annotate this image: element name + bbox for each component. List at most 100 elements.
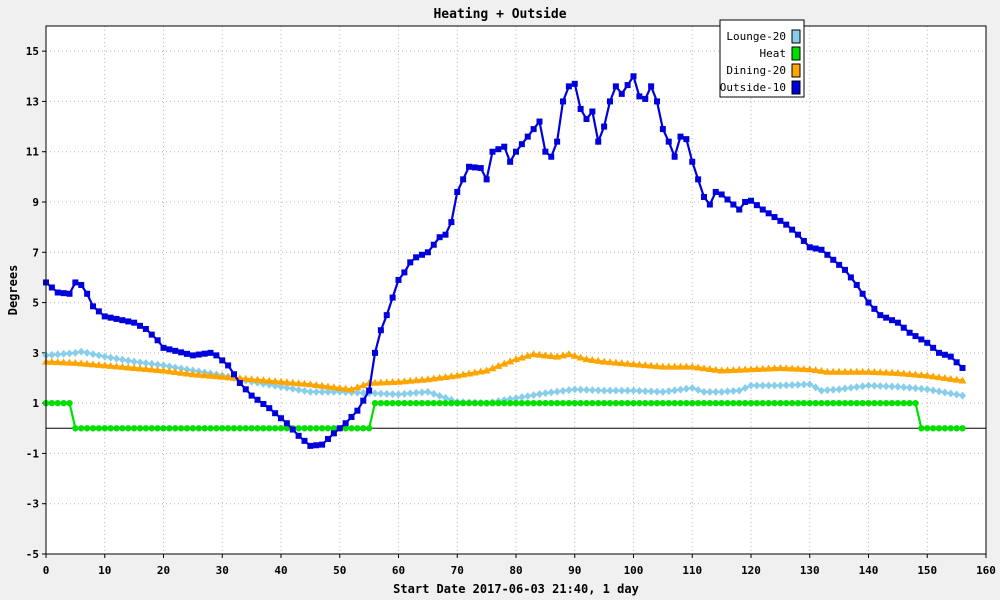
legend-swatch-heat	[791, 46, 801, 61]
data-point-lounge-20	[389, 390, 397, 399]
data-point-dining-20	[282, 378, 291, 386]
data-point-lounge-20	[89, 350, 97, 359]
data-point-outside-10	[889, 317, 895, 324]
y-tick-label: -1	[26, 447, 40, 460]
data-point-lounge-20	[653, 387, 661, 396]
data-point-dining-20	[888, 368, 896, 376]
data-point-outside-10	[853, 281, 860, 288]
data-point-outside-10	[142, 325, 149, 332]
data-point-outside-10	[448, 219, 455, 226]
data-point-lounge-20	[959, 391, 966, 400]
data-point-heat	[683, 399, 690, 407]
data-point-dining-20	[588, 355, 597, 363]
data-point-outside-10	[289, 426, 296, 433]
data-point-dining-20	[917, 370, 926, 378]
x-axis-label: Start Date 2017-06-03 21:40, 1 day	[393, 582, 639, 596]
data-point-heat	[166, 425, 173, 432]
data-point-heat	[389, 399, 396, 407]
data-point-lounge-20	[95, 351, 103, 360]
data-point-heat	[342, 425, 349, 432]
data-point-outside-10	[795, 231, 801, 238]
data-point-dining-20	[312, 381, 321, 389]
data-point-outside-10	[671, 153, 678, 160]
data-point-heat	[283, 425, 291, 432]
data-point-dining-20	[952, 375, 961, 383]
data-point-heat	[60, 399, 67, 407]
data-point-outside-10	[336, 425, 343, 432]
data-point-heat	[906, 399, 913, 407]
data-point-dining-20	[300, 379, 309, 387]
data-point-lounge-20	[371, 389, 379, 398]
data-point-dining-20	[271, 377, 280, 385]
data-point-outside-10	[301, 437, 308, 444]
x-tick-label: 60	[392, 564, 405, 577]
data-point-heat	[959, 425, 966, 432]
data-point-outside-10	[278, 415, 284, 422]
data-point-dining-20	[277, 377, 285, 385]
data-point-dining-20	[118, 362, 127, 370]
data-point-dining-20	[794, 364, 802, 372]
data-point-dining-20	[594, 356, 603, 364]
data-point-outside-10	[601, 123, 608, 130]
data-point-dining-20	[253, 375, 262, 383]
data-point-outside-10	[72, 279, 79, 286]
data-point-dining-20	[929, 372, 938, 380]
x-tick-label: 20	[157, 564, 170, 577]
data-point-outside-10	[695, 176, 702, 183]
y-tick-label: 13	[26, 95, 39, 108]
data-point-lounge-20	[835, 385, 843, 394]
data-point-dining-20	[59, 358, 68, 366]
data-point-heat	[483, 399, 490, 407]
data-point-heat	[524, 399, 531, 407]
data-point-dining-20	[100, 361, 109, 369]
data-point-dining-20	[817, 366, 826, 374]
data-point-dining-20	[559, 351, 567, 359]
data-point-heat	[365, 425, 373, 432]
data-point-outside-10	[90, 303, 96, 310]
data-point-dining-20	[341, 384, 350, 392]
data-point-heat	[271, 425, 279, 432]
data-point-heat	[583, 399, 590, 407]
data-point-dining-20	[905, 369, 914, 377]
data-point-heat	[471, 399, 479, 407]
data-point-heat	[671, 399, 678, 407]
data-point-heat	[871, 399, 878, 407]
data-point-heat	[54, 399, 61, 407]
data-point-heat	[83, 425, 91, 432]
data-point-dining-20	[288, 378, 297, 386]
data-point-outside-10	[389, 294, 396, 301]
x-tick-label: 110	[682, 564, 702, 577]
data-point-lounge-20	[306, 387, 314, 396]
data-point-dining-20	[547, 352, 556, 359]
data-point-heat	[800, 399, 808, 407]
data-point-outside-10	[466, 163, 472, 170]
legend-swatch-outside-10	[791, 80, 801, 95]
data-point-dining-20	[747, 365, 755, 373]
data-point-heat	[788, 399, 796, 407]
data-point-outside-10	[642, 95, 649, 102]
data-point-heat	[577, 399, 584, 407]
data-point-dining-20	[935, 373, 943, 381]
data-point-dining-20	[647, 361, 656, 369]
data-point-outside-10	[806, 244, 813, 251]
data-point-lounge-20	[771, 381, 778, 390]
data-point-outside-10	[724, 196, 731, 203]
data-point-outside-10	[213, 352, 220, 359]
data-point-lounge-20	[776, 381, 784, 390]
data-point-heat	[172, 425, 179, 432]
data-point-lounge-20	[812, 383, 820, 392]
data-point-heat	[647, 399, 655, 407]
data-point-heat	[718, 399, 725, 407]
data-point-dining-20	[71, 358, 80, 366]
data-point-heat	[847, 399, 855, 407]
data-point-dining-20	[617, 359, 626, 367]
data-point-outside-10	[107, 314, 114, 321]
data-point-outside-10	[736, 206, 743, 213]
x-tick-label: 100	[624, 564, 644, 577]
data-point-lounge-20	[424, 387, 432, 396]
data-point-outside-10	[489, 148, 496, 155]
data-point-heat	[407, 399, 414, 407]
data-point-dining-20	[106, 361, 115, 369]
data-point-dining-20	[870, 367, 879, 375]
data-point-dining-20	[782, 364, 791, 372]
